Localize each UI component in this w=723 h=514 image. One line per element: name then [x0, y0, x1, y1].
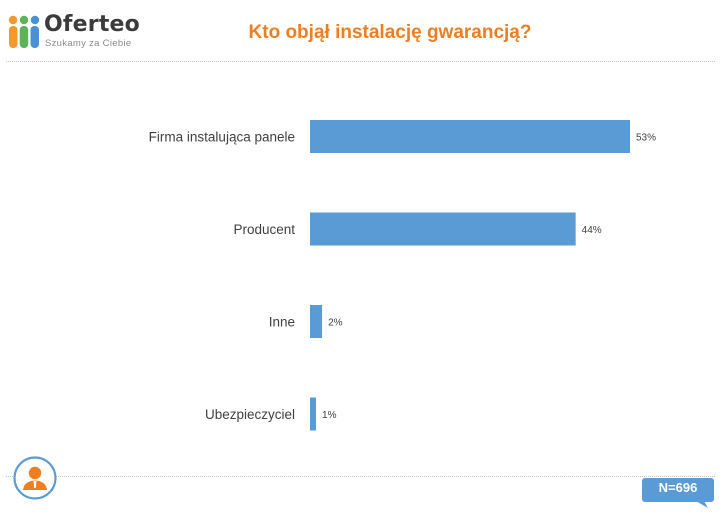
chart-title: Kto objął instalację gwarancją?: [248, 22, 532, 43]
category-label: Inne: [269, 315, 295, 330]
speech-bubble-icon: [642, 478, 714, 508]
value-label: 44%: [582, 225, 602, 236]
brand-tagline: Szukamy za Ciebie: [45, 38, 132, 49]
person-icon: [13, 456, 57, 500]
brand-logo: Oferteo Szukamy za Ciebie: [8, 12, 158, 52]
category-label: Firma instalująca panele: [149, 130, 295, 145]
bar: [310, 120, 630, 153]
value-label: 53%: [636, 133, 656, 144]
category-label: Ubezpieczyciel: [205, 407, 295, 422]
footer-divider: [6, 476, 715, 477]
bar: [310, 397, 317, 431]
category-label: Producent: [233, 222, 295, 237]
value-label: 1%: [322, 410, 337, 421]
brand-name: Oferteo: [44, 12, 140, 37]
bar: [310, 305, 323, 338]
oferteo-logo-icon: [8, 15, 40, 48]
value-label: 2%: [328, 318, 343, 329]
header-divider: [6, 61, 715, 62]
bar-chart: Firma instalująca panele 53% Producent 44% I…: [149, 120, 656, 431]
bar: [310, 212, 576, 246]
sample-size-label: N=696: [658, 480, 698, 495]
